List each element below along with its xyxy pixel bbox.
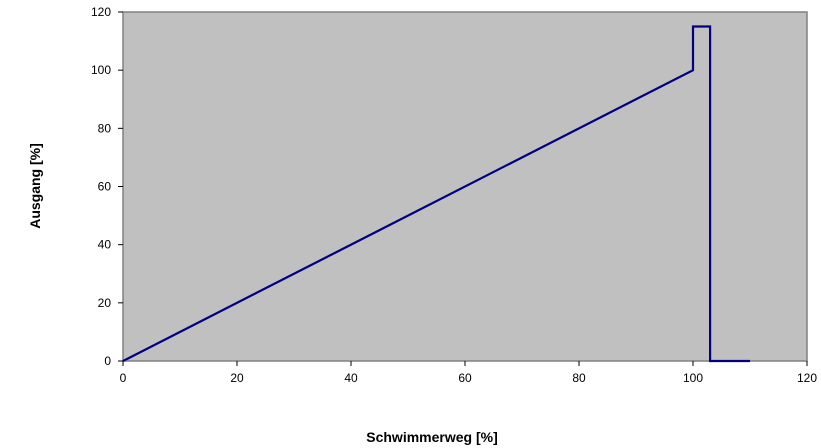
y-axis-title: Ausgang [%] [27, 143, 43, 229]
y-tick-label: 80 [98, 121, 112, 135]
x-tick-label: 40 [344, 371, 358, 385]
x-tick-label: 120 [797, 371, 817, 385]
x-axis: 0 20 40 60 80 100 120 [120, 361, 817, 385]
y-tick-label: 120 [91, 5, 111, 19]
x-tick-label: 0 [120, 371, 127, 385]
y-tick-label: 40 [98, 238, 112, 252]
y-tick-label: 20 [98, 296, 112, 310]
x-axis-title: Schwimmerweg [%] [366, 429, 497, 445]
x-tick-label: 80 [572, 371, 586, 385]
y-axis: 0 20 40 60 80 100 120 [91, 5, 123, 368]
y-tick-label: 100 [91, 63, 111, 77]
x-tick-label: 100 [683, 371, 703, 385]
series-layer [122, 25, 750, 363]
y-tick-label: 0 [104, 354, 111, 368]
x-tick-label: 60 [458, 371, 472, 385]
y-tick-label: 60 [98, 180, 112, 194]
series-line [122, 25, 750, 363]
x-tick-label: 20 [230, 371, 244, 385]
